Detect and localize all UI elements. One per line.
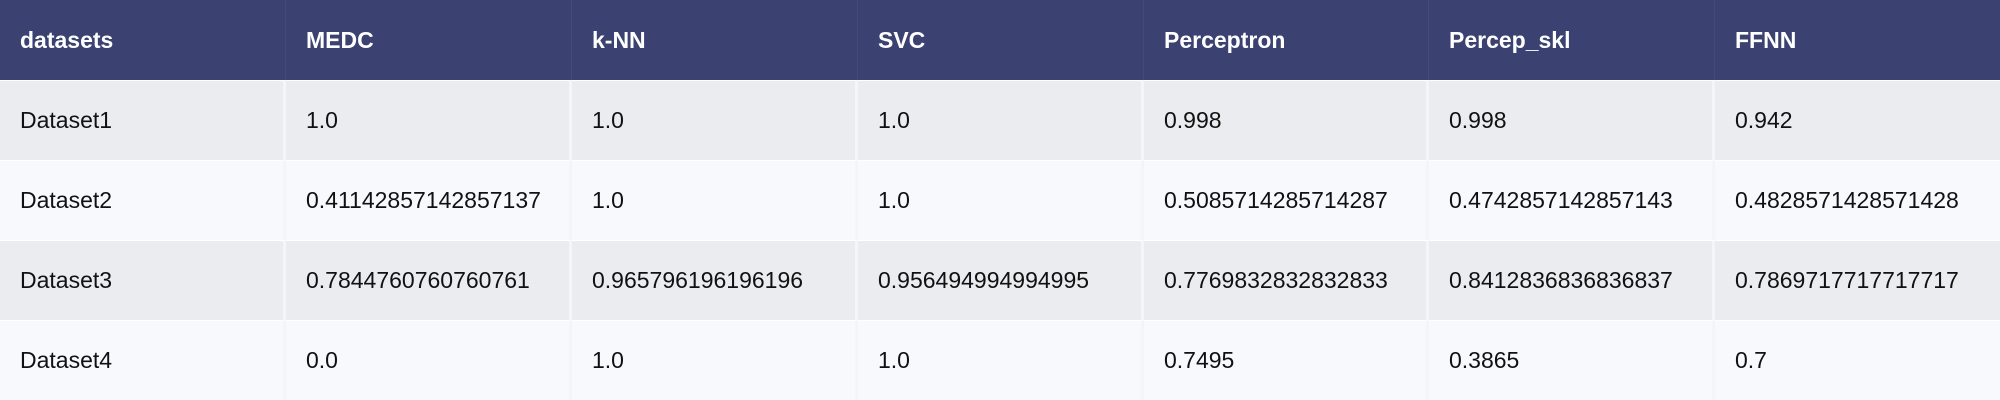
table-row: Dataset4 0.0 1.0 1.0 0.7495 0.3865 0.7 xyxy=(0,320,2000,400)
table-cell: 0.5085714285714287 xyxy=(1144,160,1429,240)
table-header: datasets MEDC k-NN SVC Perceptron Percep… xyxy=(0,0,2000,80)
table-cell: 0.7869717717717717 xyxy=(1715,240,2000,320)
table-cell: 1.0 xyxy=(858,160,1144,240)
table-row: Dataset1 1.0 1.0 1.0 0.998 0.998 0.942 xyxy=(0,80,2000,160)
table-cell: 0.41142857142857137 xyxy=(286,160,572,240)
table-cell: 0.965796196196196 xyxy=(572,240,858,320)
column-header-ffnn: FFNN xyxy=(1715,0,2000,80)
table-cell: 1.0 xyxy=(858,320,1144,400)
table-cell: 1.0 xyxy=(286,80,572,160)
column-header-medc: MEDC xyxy=(286,0,572,80)
table-cell: Dataset1 xyxy=(0,80,286,160)
table-cell: 0.0 xyxy=(286,320,572,400)
table-cell: 0.4742857142857143 xyxy=(1429,160,1715,240)
column-header-perceptron: Perceptron xyxy=(1144,0,1429,80)
table-cell: 0.4828571428571428 xyxy=(1715,160,2000,240)
table-cell: 0.942 xyxy=(1715,80,2000,160)
table-cell: 0.7769832832832833 xyxy=(1144,240,1429,320)
table-cell: 0.7 xyxy=(1715,320,2000,400)
table-cell: 0.956494994994995 xyxy=(858,240,1144,320)
column-header-percep-skl: Percep_skl xyxy=(1429,0,1715,80)
table-cell: 0.998 xyxy=(1144,80,1429,160)
table-cell: 0.3865 xyxy=(1429,320,1715,400)
table-row: Dataset3 0.7844760760760761 0.9657961961… xyxy=(0,240,2000,320)
table-cell: 1.0 xyxy=(572,80,858,160)
column-header-knn: k-NN xyxy=(572,0,858,80)
table-cell: Dataset3 xyxy=(0,240,286,320)
table-cell: Dataset4 xyxy=(0,320,286,400)
table-cell: 0.998 xyxy=(1429,80,1715,160)
table-cell: 1.0 xyxy=(572,320,858,400)
table-cell: 1.0 xyxy=(572,160,858,240)
table-cell: 0.7844760760760761 xyxy=(286,240,572,320)
header-row: datasets MEDC k-NN SVC Perceptron Percep… xyxy=(0,0,2000,80)
table-cell: 0.7495 xyxy=(1144,320,1429,400)
table-row: Dataset2 0.41142857142857137 1.0 1.0 0.5… xyxy=(0,160,2000,240)
table-cell: 1.0 xyxy=(858,80,1144,160)
table-cell: 0.8412836836836837 xyxy=(1429,240,1715,320)
column-header-datasets: datasets xyxy=(0,0,286,80)
table-cell: Dataset2 xyxy=(0,160,286,240)
column-header-svc: SVC xyxy=(858,0,1144,80)
table-body: Dataset1 1.0 1.0 1.0 0.998 0.998 0.942 D… xyxy=(0,80,2000,400)
